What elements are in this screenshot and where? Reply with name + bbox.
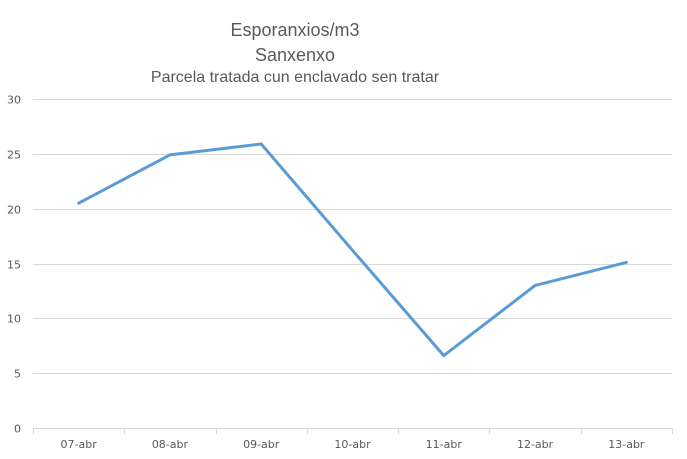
y-tick-label: 30 [7, 94, 21, 107]
series-line [77, 142, 628, 358]
y-tick-label: 0 [14, 423, 21, 436]
x-tick-label: 12-abr [517, 438, 554, 451]
x-tick-label: 13-abr [608, 438, 645, 451]
x-tick-label: 09-abr [243, 438, 280, 451]
y-tick-label: 25 [7, 149, 21, 162]
x-tick-label: 10-abr [334, 438, 371, 451]
y-tick-label: 10 [7, 313, 21, 326]
y-tick-label: 5 [14, 368, 21, 381]
x-tick-label: 11-abr [426, 438, 463, 451]
chart-subtitle: Sanxenxo [254, 45, 336, 65]
y-tick-label: 20 [7, 204, 21, 217]
chart-subtitle-2: Parcela tratada cun enclavado sen tratar [150, 69, 440, 86]
x-tick-label: 07-abr [61, 438, 98, 451]
chart-title: Esporanxios/m3 [230, 20, 360, 40]
x-tick-label: 08-abr [152, 438, 189, 451]
y-tick-label: 15 [7, 259, 21, 272]
